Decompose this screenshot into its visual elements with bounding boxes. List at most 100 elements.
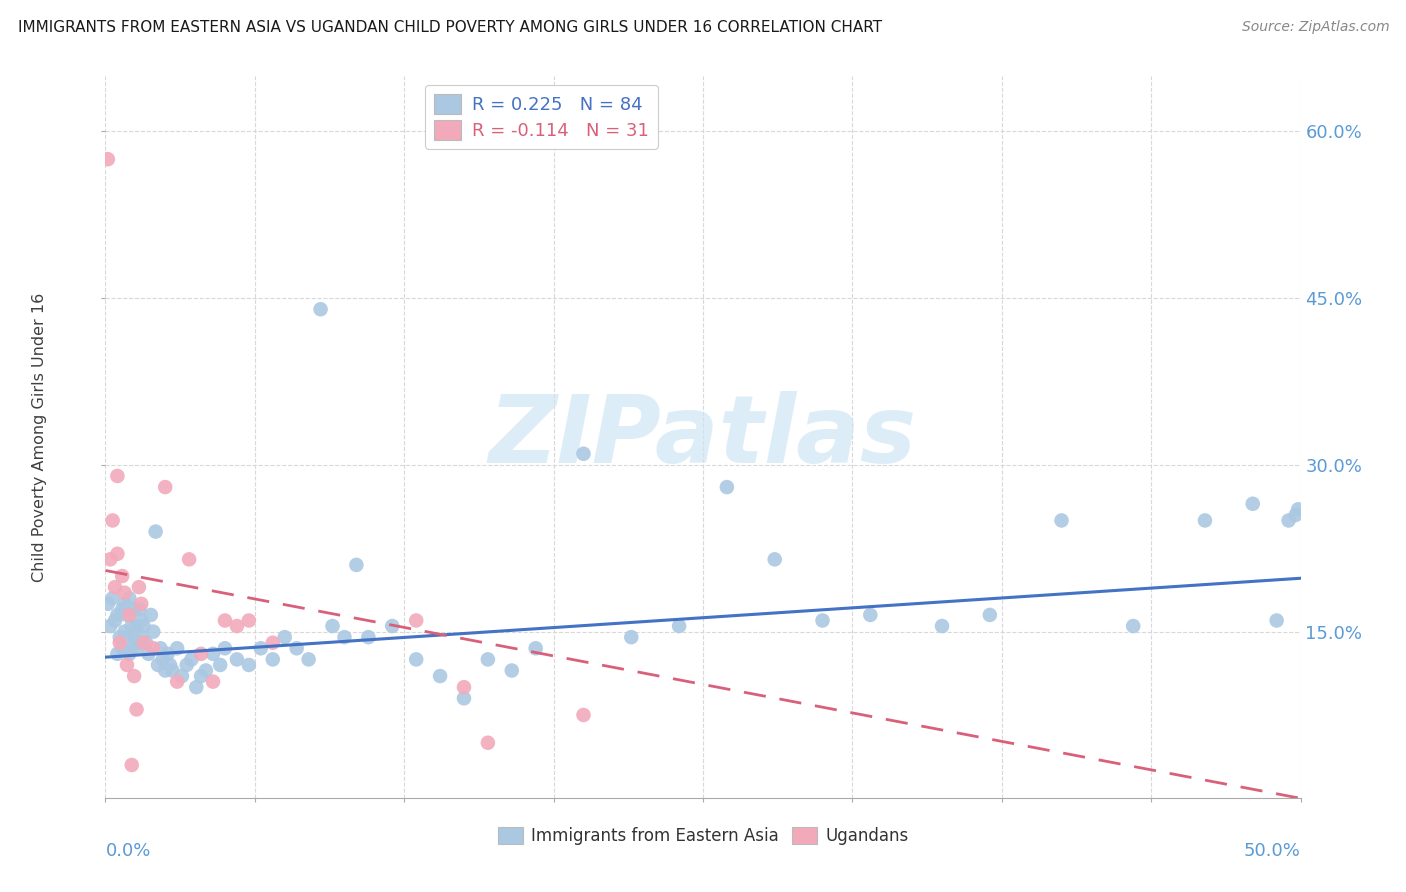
Point	[1285, 508, 1308, 522]
Point	[1277, 513, 1299, 527]
Point	[273, 630, 295, 644]
Point	[132, 636, 155, 650]
Point	[145, 524, 167, 539]
Point	[477, 736, 499, 750]
Point	[118, 591, 141, 606]
Point	[111, 641, 134, 656]
Point	[202, 647, 225, 661]
Point	[146, 657, 169, 672]
Point	[107, 647, 129, 661]
Point	[357, 630, 380, 644]
Text: Source: ZipAtlas.com: Source: ZipAtlas.com	[1241, 20, 1389, 34]
Point	[129, 597, 153, 611]
Point	[97, 597, 120, 611]
Point	[138, 647, 160, 661]
Point	[405, 614, 427, 628]
Point	[132, 619, 155, 633]
Point	[111, 569, 134, 583]
Point	[572, 708, 595, 723]
Point	[177, 552, 201, 566]
Point	[194, 664, 217, 678]
Point	[170, 669, 193, 683]
Point	[524, 641, 547, 656]
Point	[98, 552, 121, 566]
Point	[128, 602, 150, 616]
Point	[190, 669, 212, 683]
Point	[104, 580, 127, 594]
Point	[979, 607, 1001, 622]
Point	[111, 602, 134, 616]
Point	[477, 652, 499, 666]
Point	[115, 657, 138, 672]
Point	[262, 636, 284, 650]
Text: Child Poverty Among Girls Under 16: Child Poverty Among Girls Under 16	[32, 293, 48, 582]
Point	[202, 674, 225, 689]
Point	[186, 680, 208, 694]
Point	[225, 619, 249, 633]
Point	[162, 664, 184, 678]
Point	[153, 664, 177, 678]
Point	[453, 691, 475, 706]
Point	[118, 607, 141, 622]
Text: 50.0%: 50.0%	[1244, 842, 1301, 860]
Point	[101, 513, 124, 527]
Text: ZIPatlas: ZIPatlas	[489, 391, 917, 483]
Point	[668, 619, 690, 633]
Point	[1122, 619, 1144, 633]
Point	[129, 630, 153, 644]
Point	[931, 619, 953, 633]
Point	[176, 657, 198, 672]
Point	[125, 641, 148, 656]
Point	[166, 641, 188, 656]
Legend: Immigrants from Eastern Asia, Ugandans: Immigrants from Eastern Asia, Ugandans	[491, 820, 915, 852]
Point	[129, 614, 153, 628]
Point	[166, 674, 188, 689]
Point	[250, 641, 273, 656]
Point	[298, 652, 321, 666]
Point	[142, 624, 165, 639]
Point	[121, 758, 143, 772]
Text: 0.0%: 0.0%	[105, 842, 150, 860]
Point	[121, 641, 143, 656]
Point	[321, 619, 344, 633]
Point	[859, 607, 882, 622]
Point	[108, 636, 131, 650]
Point	[716, 480, 738, 494]
Point	[159, 657, 181, 672]
Point	[501, 664, 523, 678]
Point	[381, 619, 404, 633]
Point	[429, 669, 451, 683]
Point	[572, 447, 595, 461]
Point	[620, 630, 643, 644]
Point	[115, 630, 138, 644]
Point	[209, 657, 232, 672]
Point	[214, 641, 236, 656]
Point	[122, 602, 145, 616]
Point	[180, 652, 202, 666]
Point	[763, 552, 786, 566]
Point	[1241, 497, 1264, 511]
Point	[149, 641, 172, 656]
Point	[333, 630, 356, 644]
Point	[125, 619, 148, 633]
Point	[107, 469, 129, 483]
Point	[262, 652, 284, 666]
Point	[214, 614, 236, 628]
Point	[453, 680, 475, 694]
Point	[152, 652, 174, 666]
Point	[238, 657, 260, 672]
Point	[128, 580, 150, 594]
Point	[114, 624, 136, 639]
Point	[346, 558, 368, 572]
Point	[811, 614, 834, 628]
Point	[108, 630, 131, 644]
Point	[1286, 502, 1309, 516]
Point	[104, 614, 127, 628]
Point	[107, 607, 129, 622]
Point	[1194, 513, 1216, 527]
Text: IMMIGRANTS FROM EASTERN ASIA VS UGANDAN CHILD POVERTY AMONG GIRLS UNDER 16 CORRE: IMMIGRANTS FROM EASTERN ASIA VS UGANDAN …	[18, 20, 883, 35]
Point	[114, 597, 136, 611]
Point	[238, 614, 260, 628]
Point	[1050, 513, 1073, 527]
Point	[128, 636, 150, 650]
